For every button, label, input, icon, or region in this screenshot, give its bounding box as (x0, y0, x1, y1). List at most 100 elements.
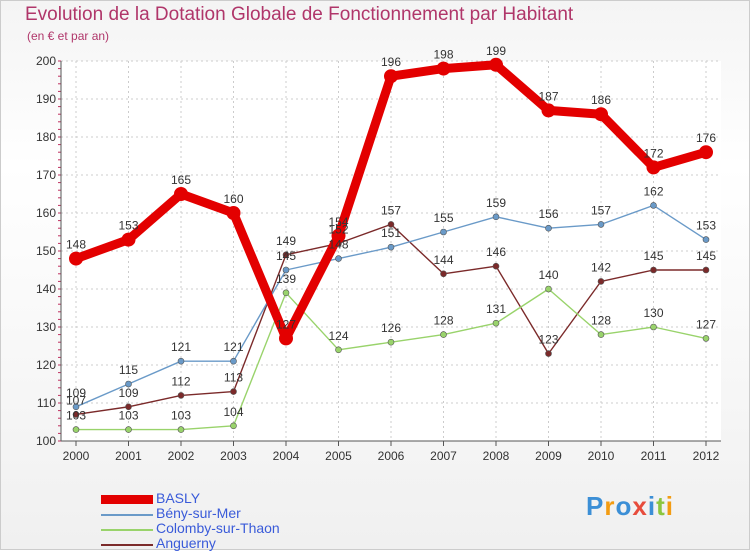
data-point-Bény-sur-Mer (230, 357, 237, 365)
axis-layer: 100 110 120 130 140 150 160 170 180 190 200 2000 200… (36, 54, 721, 463)
logo-letter: r (604, 491, 616, 521)
x-tick-label: 2012 (693, 449, 720, 463)
grid-layer (61, 60, 721, 442)
data-point-Bény-sur-Mer (72, 403, 80, 411)
data-point-Anguerny (702, 266, 710, 274)
data-label-Colomby-sur-Thaon: 124 (328, 329, 348, 343)
data-point-Anguerny (492, 262, 500, 270)
data-point-Colomby-sur-Thaon (702, 335, 710, 342)
x-tick-label: 2011 (641, 449, 667, 463)
data-point-Bény-sur-Mer (282, 266, 290, 274)
data-point-BASLY (541, 103, 556, 118)
data-point-BASLY (646, 160, 661, 175)
data-label-Bény-sur-Mer: 109 (66, 386, 86, 400)
data-label-BASLY: 199 (486, 44, 506, 58)
legend-swatch (101, 514, 153, 516)
data-point-Anguerny (230, 388, 237, 395)
data-point-BASLY (489, 57, 503, 72)
logo-letter: x (632, 491, 648, 521)
data-point-BASLY (121, 232, 136, 247)
data-point-BASLY (69, 251, 83, 266)
x-tick-label: 2002 (168, 449, 195, 463)
chart-title: Evolution de la Dotation Globale de Fonc… (25, 4, 574, 25)
data-label-BASLY: 153 (118, 219, 138, 233)
x-tick-label: 2007 (430, 449, 457, 463)
legend-label: BASLY (156, 490, 201, 506)
data-label-Colomby-sur-Thaon: 131 (486, 302, 506, 316)
data-label-Bény-sur-Mer: 148 (328, 238, 348, 252)
data-label-Anguerny: 152 (328, 222, 348, 236)
data-point-Colomby-sur-Thaon (177, 426, 185, 433)
data-point-Bény-sur-Mer (702, 236, 710, 243)
data-point-Anguerny (125, 403, 132, 411)
legend-label: Bény-sur-Mer (156, 505, 241, 521)
legend-swatch (101, 529, 153, 531)
data-point-Colomby-sur-Thaon (282, 289, 290, 297)
x-tick-label: 2003 (220, 449, 247, 463)
data-point-BASLY (594, 107, 608, 122)
x-tick-label: 2005 (325, 449, 352, 463)
data-point-Colomby-sur-Thaon (597, 331, 605, 338)
data-point-Anguerny (387, 221, 395, 228)
legend-label: Colomby-sur-Thaon (156, 520, 280, 536)
data-point-BASLY (699, 145, 713, 160)
x-tick-label: 2004 (273, 449, 300, 463)
data-label-Anguerny: 113 (224, 371, 243, 385)
x-tick-label: 2009 (535, 449, 562, 463)
y-tick-label: 150 (36, 244, 56, 258)
data-point-Bény-sur-Mer (387, 243, 395, 251)
chart-subtitle: (en € et par an) (27, 29, 110, 43)
data-point-Bény-sur-Mer (492, 213, 500, 221)
data-point-Bény-sur-Mer (335, 255, 342, 262)
data-label-Colomby-sur-Thaon: 103 (118, 409, 138, 423)
data-label-Colomby-sur-Thaon: 103 (66, 409, 86, 423)
x-tick-label: 2010 (588, 449, 615, 463)
legend-swatch (101, 495, 153, 504)
data-label-BASLY: 154 (328, 215, 348, 229)
y-tick-label: 200 (36, 54, 56, 68)
data-point-Bény-sur-Mer (177, 357, 185, 365)
y-tick-label: 100 (36, 434, 56, 448)
proxiti-logo: Proxiti (586, 491, 674, 522)
y-tick-label: 190 (36, 92, 56, 106)
data-point-Anguerny (650, 266, 657, 274)
data-label-Bény-sur-Mer: 162 (643, 184, 663, 198)
data-label-layer: 148 153 165 160 127 154 196 198 199 187 186 172 176 1… (66, 44, 716, 423)
logo-letter: P (586, 491, 605, 521)
data-label-Anguerny: 146 (486, 245, 506, 259)
data-label-Bény-sur-Mer: 151 (381, 226, 401, 240)
x-tick-label: 2006 (378, 449, 405, 463)
data-point-Colomby-sur-Thaon (650, 323, 657, 331)
data-label-Anguerny: 145 (643, 249, 663, 263)
data-label-Bény-sur-Mer: 121 (171, 340, 191, 354)
data-label-Bény-sur-Mer: 159 (486, 196, 506, 210)
data-point-Bény-sur-Mer (650, 202, 657, 209)
data-label-Colomby-sur-Thaon: 127 (696, 317, 716, 331)
logo-letter: i (647, 491, 657, 521)
data-point-Anguerny (282, 251, 290, 259)
data-label-Anguerny: 157 (381, 203, 401, 217)
data-label-Anguerny: 123 (538, 333, 558, 347)
data-label-Colomby-sur-Thaon: 130 (643, 306, 663, 320)
data-label-Colomby-sur-Thaon: 139 (276, 272, 296, 286)
data-label-Bény-sur-Mer: 156 (538, 207, 558, 221)
data-label-Bény-sur-Mer: 157 (591, 203, 611, 217)
data-label-Anguerny: 107 (66, 393, 86, 407)
data-point-Bény-sur-Mer (545, 224, 552, 232)
data-label-BASLY: 172 (643, 146, 663, 160)
data-label-Colomby-sur-Thaon: 103 (171, 409, 191, 423)
x-tick-label: 2000 (63, 449, 90, 463)
data-label-Colomby-sur-Thaon: 104 (223, 405, 243, 419)
logo-letter: t (656, 491, 666, 521)
data-point-Colomby-sur-Thaon (492, 319, 500, 327)
data-point-Anguerny (72, 411, 80, 418)
data-label-BASLY: 187 (538, 89, 558, 103)
legend-label: Anguerny (156, 535, 216, 551)
data-point-Anguerny (440, 270, 447, 278)
data-point-BASLY (226, 206, 241, 220)
data-label-BASLY: 196 (381, 55, 401, 69)
data-point-Colomby-sur-Thaon (230, 422, 237, 430)
data-point-Bény-sur-Mer (440, 228, 447, 236)
data-point-Colomby-sur-Thaon (440, 331, 447, 338)
